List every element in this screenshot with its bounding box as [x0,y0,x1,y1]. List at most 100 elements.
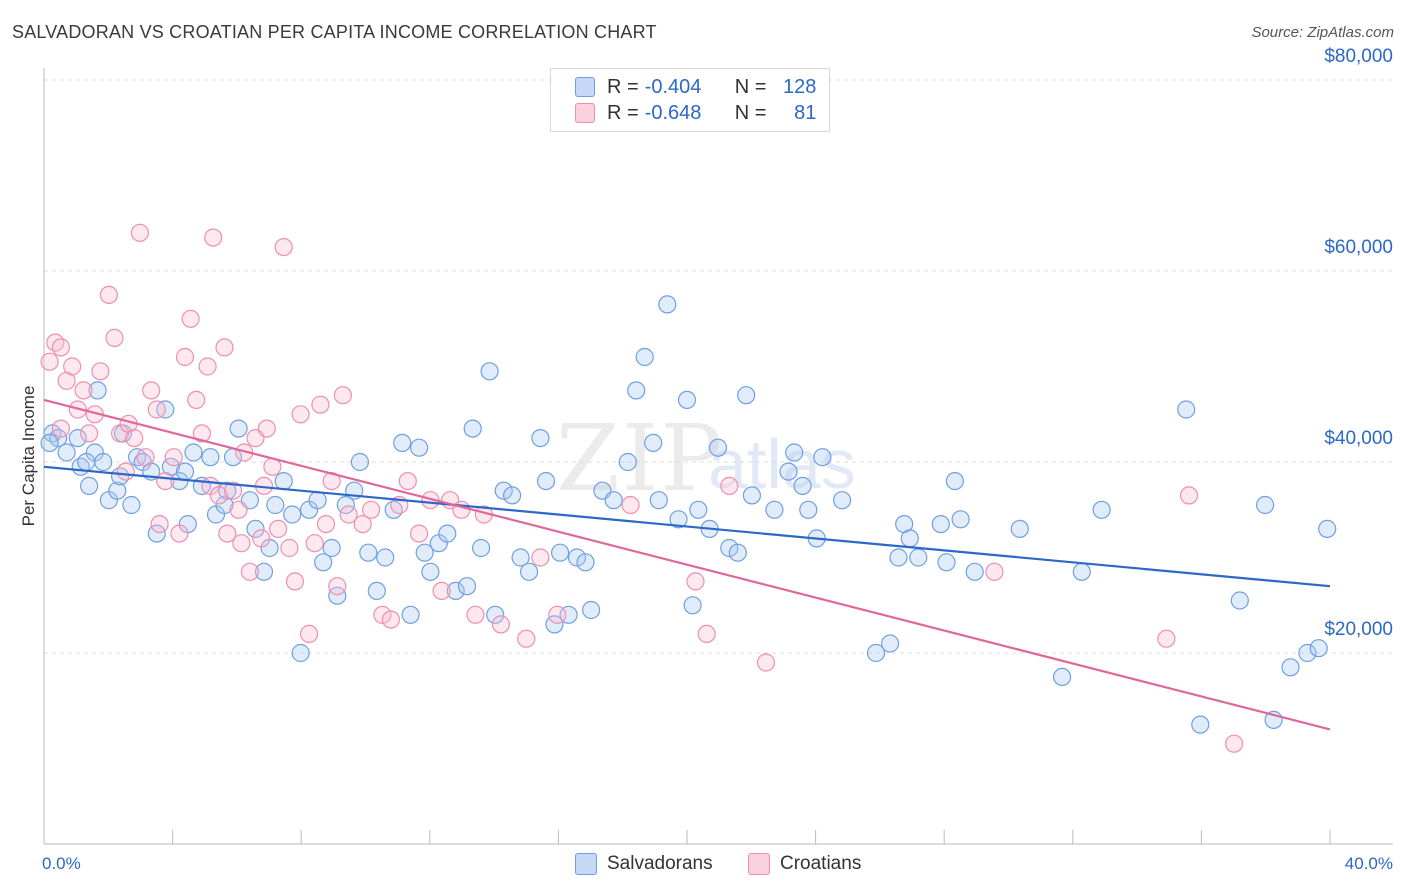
data-point-croatians [150,514,169,534]
data-point-salvadorans [689,500,708,519]
data-point-salvadorans [393,433,412,452]
data-point-salvadorans [229,419,248,438]
data-point-salvadorans [866,643,886,663]
data-point-salvadorans [576,553,595,572]
data-point-salvadorans [266,495,285,515]
legend-n-label: N = [734,101,767,124]
data-point-croatians [40,352,59,371]
data-point-salvadorans [283,505,302,524]
data-point-salvadorans [77,452,96,472]
data-point-croatians [517,629,536,648]
data-point-salvadorans [880,634,900,653]
data-point-salvadorans [720,538,739,558]
data-point-croatians [1224,734,1244,753]
data-point-salvadorans [376,548,395,567]
watermark-atlas: atlas [708,425,856,503]
data-point-salvadorans [175,462,195,481]
data-point-croatians [240,562,259,581]
data-point-salvadorans [438,524,457,543]
data-point-croatians [531,548,550,567]
data-point-croatians [232,534,251,553]
data-point-croatians [362,500,381,519]
data-point-croatians [223,481,243,500]
data-point-salvadorans [486,605,505,624]
data-point-salvadorans [627,381,646,400]
x-tick-label-max: 40.0% [1345,854,1393,873]
data-point-croatians [99,285,119,304]
data-point-croatians [170,524,189,543]
data-point-salvadorans [779,462,798,481]
y-tick-label: $80,000 [1324,46,1393,67]
legend-n-value: 81 [794,101,817,124]
data-point-salvadorans [308,491,327,510]
data-point-croatians [91,362,110,381]
data-point-salvadorans [401,605,420,624]
data-point-salvadorans [494,481,513,500]
data-point-croatians [339,505,358,524]
data-point-salvadorans [669,510,688,529]
legend-row-salvadorans: R = -0.404 N = 128 [575,74,816,100]
data-point-salvadorans [328,586,347,605]
data-point-salvadorans [965,562,984,581]
legend-n-label: N = [734,75,767,98]
data-point-croatians [985,562,1004,581]
data-point-salvadorans [88,381,107,400]
data-point-croatians [466,605,485,624]
data-point-salvadorans [765,500,784,519]
data-point-croatians [125,429,144,448]
data-point-croatians [142,381,161,400]
data-point-salvadorans [832,491,852,510]
data-point-croatians [285,572,305,591]
data-point-salvadorans [1281,658,1300,677]
bottom-legend-label-salvadorans: Salvadorans [607,853,713,874]
data-point-salvadorans [951,510,970,529]
data-point-salvadorans [1318,519,1337,539]
data-point-croatians [548,605,567,624]
data-point-salvadorans [79,476,99,495]
data-point-salvadorans [728,543,747,562]
data-point-salvadorans [1052,667,1072,687]
data-point-salvadorans [889,548,908,567]
data-point-croatians [621,495,640,515]
data-point-croatians [51,338,71,357]
data-point-croatians [353,514,372,534]
y-tick-label: $40,000 [1324,428,1393,449]
data-point-salvadorans [415,543,434,562]
legend-r-label: R = [607,75,639,98]
data-point-salvadorans [708,438,728,457]
data-point-croatians [720,476,739,495]
legend-swatch-salvadorans [575,77,595,97]
data-point-croatians [156,472,175,491]
data-point-salvadorans [945,472,965,491]
data-point-salvadorans [68,429,87,448]
data-point-salvadorans [550,543,570,562]
data-point-salvadorans [536,472,556,491]
data-point-salvadorans [201,448,220,467]
data-point-salvadorans [108,481,127,500]
data-point-salvadorans [511,548,530,567]
data-point-croatians [381,610,400,629]
data-point-salvadorans [184,443,203,462]
data-point-salvadorans [463,419,482,438]
x-tick-label-min: 0.0% [42,854,81,873]
data-point-salvadorans [618,452,637,472]
data-point-salvadorans [94,452,113,472]
data-point-croatians [181,309,200,328]
data-point-croatians [164,448,183,467]
data-point-salvadorans [785,443,804,462]
data-point-salvadorans [291,643,310,663]
trend-line-salvadorans [43,465,1331,588]
data-point-salvadorans [931,514,950,534]
legend-n-value: 128 [783,75,817,98]
data-point-croatians [300,624,319,644]
y-tick-label: $20,000 [1324,619,1393,640]
source-label: Source: ZipAtlas.com [1251,24,1394,41]
data-point-salvadorans [322,538,341,558]
data-point-salvadorans [1092,500,1111,519]
data-point-salvadorans [472,538,491,558]
bottom-legend-salvadorans: Salvadorans [575,852,713,876]
data-point-croatians [274,238,293,257]
axis-layer [43,68,1393,845]
data-point-croatians [328,577,347,596]
data-point-croatians [398,472,417,491]
